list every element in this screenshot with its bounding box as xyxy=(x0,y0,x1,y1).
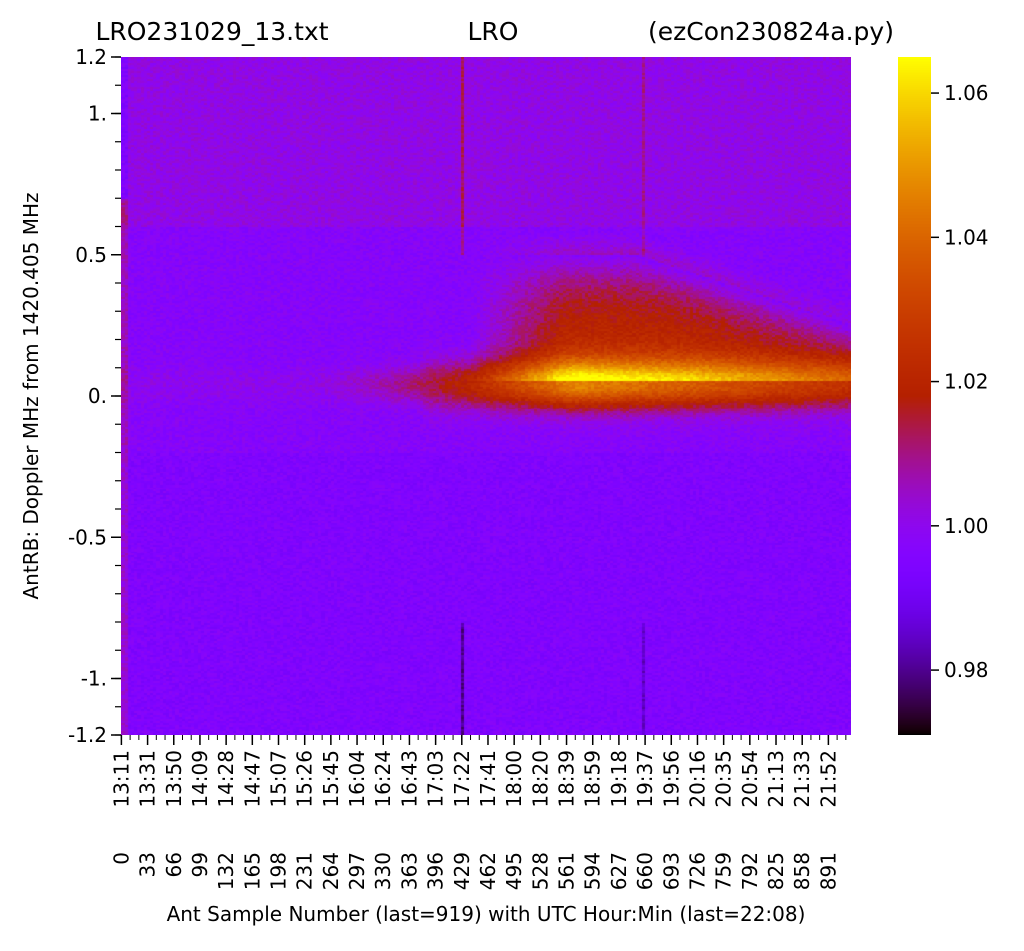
y-tick-label: -1. xyxy=(81,667,107,691)
x-tick-time-label: 16:24 xyxy=(371,750,395,808)
x-tick-time-label: 17:22 xyxy=(450,750,474,808)
colorbar-tick-label: 1.06 xyxy=(944,81,989,105)
x-tick-time-label: 14:28 xyxy=(214,750,238,808)
x-tick-time-label: 19:37 xyxy=(633,750,657,808)
y-tick-label: 0.5 xyxy=(75,243,107,267)
y-axis: 1.2 1. 0.5 0. -0.5 -1. -1.2 xyxy=(68,45,121,747)
x-tick-time-label: 16:43 xyxy=(397,750,421,808)
x-tick-time-label: 13:31 xyxy=(136,750,160,808)
x-tick-sample-label: 693 xyxy=(659,852,683,890)
chart-title-right: (ezCon230824a.py) xyxy=(648,17,894,46)
x-tick-sample-label: 528 xyxy=(528,852,552,890)
x-tick-time-label: 18:00 xyxy=(502,750,526,808)
x-tick-time-label: 18:59 xyxy=(581,750,605,808)
x-tick-sample-label: 165 xyxy=(240,852,264,890)
x-tick-sample-label: 594 xyxy=(581,852,605,890)
x-tick-sample-label: 66 xyxy=(162,852,186,877)
x-tick-sample-label: 0 xyxy=(109,852,133,865)
x-tick-time-label: 14:47 xyxy=(240,750,264,808)
x-tick-time-label: 17:03 xyxy=(424,750,448,808)
x-tick-sample-label: 396 xyxy=(424,852,448,890)
x-tick-sample-label: 660 xyxy=(633,852,657,890)
x-tick-sample-label: 792 xyxy=(738,852,762,890)
chart-title-left: LRO231029_13.txt xyxy=(95,17,328,46)
colorbar-canvas xyxy=(898,57,931,735)
x-tick-sample-label: 561 xyxy=(555,852,579,890)
y-tick-label: 1. xyxy=(88,102,107,126)
x-tick-sample-label: 759 xyxy=(712,852,736,890)
x-tick-sample-label: 297 xyxy=(345,852,369,890)
x-tick-time-label: 15:45 xyxy=(319,750,343,808)
x-tick-time-label: 17:41 xyxy=(476,750,500,808)
x-tick-time-label: 15:07 xyxy=(267,750,291,808)
colorbar-axis: 0.98 1.00 1.02 1.04 1.06 xyxy=(931,81,989,682)
heatmap-plot-area xyxy=(121,57,851,735)
x-tick-sample-label: 462 xyxy=(476,852,500,890)
x-tick-time-label: 19:56 xyxy=(659,750,683,808)
x-tick-sample-label: 198 xyxy=(267,852,291,890)
colorbar-tick-label: 1.02 xyxy=(944,370,989,394)
colorbar-tick-label: 1.04 xyxy=(944,225,989,249)
x-tick-sample-label: 726 xyxy=(685,852,709,890)
x-tick-sample-label: 825 xyxy=(764,852,788,890)
x-tick-sample-label: 627 xyxy=(607,852,631,890)
chart-title-center: LRO xyxy=(468,17,519,46)
colorbar-tick-label: 0.98 xyxy=(944,658,989,682)
y-tick-label: -1.2 xyxy=(68,723,107,747)
x-tick-sample-label: 99 xyxy=(188,852,212,877)
x-tick-sample-label: 858 xyxy=(790,852,814,890)
x-tick-sample-label: 231 xyxy=(293,852,317,890)
y-tick-label: 1.2 xyxy=(75,45,107,69)
y-axis-label: AntRB: Doppler MHz from 1420.405 MHz xyxy=(19,192,43,599)
heatmap-canvas xyxy=(121,57,851,735)
y-tick-label: 0. xyxy=(88,384,107,408)
x-tick-time-label: 13:11 xyxy=(109,750,133,808)
x-tick-time-label: 19:18 xyxy=(607,750,631,808)
colorbar xyxy=(898,57,931,735)
x-tick-time-label: 21:33 xyxy=(790,750,814,808)
x-tick-sample-label: 363 xyxy=(397,852,421,890)
x-tick-time-label: 16:04 xyxy=(345,750,369,808)
x-tick-sample-label: 132 xyxy=(214,852,238,890)
x-tick-sample-label: 330 xyxy=(371,852,395,890)
x-axis-label: Ant Sample Number (last=919) with UTC Ho… xyxy=(167,902,806,926)
y-tick-label: -0.5 xyxy=(68,525,107,549)
x-tick-sample-label: 429 xyxy=(450,852,474,890)
x-tick-sample-label: 33 xyxy=(136,852,160,877)
x-tick-time-label: 13:50 xyxy=(162,750,186,808)
x-tick-time-label: 15:26 xyxy=(293,750,317,808)
x-tick-time-label: 20:54 xyxy=(738,750,762,808)
x-tick-sample-label: 495 xyxy=(502,852,526,890)
x-tick-sample-label: 264 xyxy=(319,852,343,890)
x-tick-time-label: 20:16 xyxy=(685,750,709,808)
x-tick-sample-label: 891 xyxy=(816,852,840,890)
x-tick-time-label: 21:52 xyxy=(816,750,840,808)
x-tick-time-label: 21:13 xyxy=(764,750,788,808)
x-tick-time-label: 18:20 xyxy=(528,750,552,808)
x-tick-time-label: 18:39 xyxy=(555,750,579,808)
x-tick-time-label: 20:35 xyxy=(712,750,736,808)
x-tick-time-label: 14:09 xyxy=(188,750,212,808)
x-axis: 13:11 0 13:31 33 13:50 66 14:09 99 14:28 132 14:47… xyxy=(109,735,847,890)
colorbar-tick-label: 1.00 xyxy=(944,514,989,538)
